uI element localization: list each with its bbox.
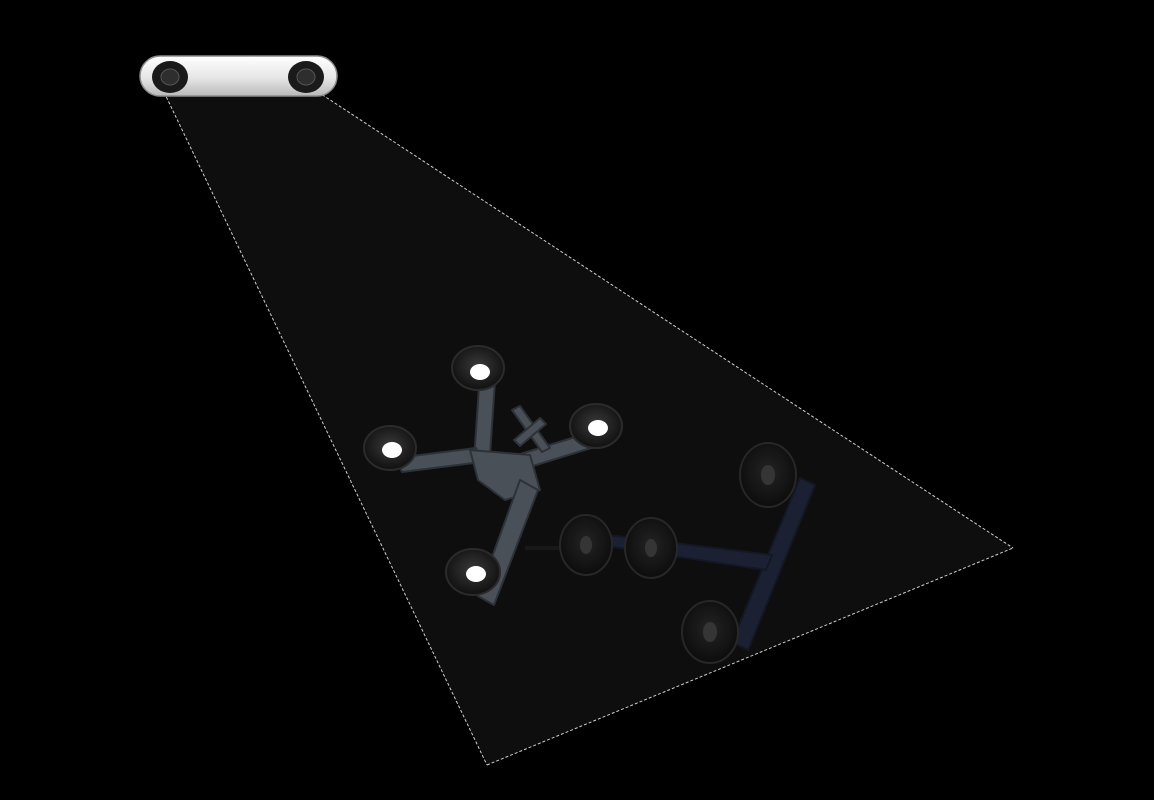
tracker-front-marker <box>451 345 505 391</box>
camera-lens-left <box>152 61 188 93</box>
stereo-camera-icon <box>139 55 338 97</box>
camera-lens-right <box>288 61 324 93</box>
tracker-back-marker <box>624 517 678 579</box>
tracker-front-marker <box>445 548 501 596</box>
tracker-back-marker <box>739 442 797 508</box>
tracker-back-marker <box>681 600 739 664</box>
tracker-front-marker <box>363 425 417 471</box>
camera-body <box>139 55 338 97</box>
tracker-front-marker <box>569 403 623 449</box>
four-sphere-tracker-icon <box>363 345 623 606</box>
tracker-back-marker <box>559 514 613 576</box>
t-shaped-tracker-icon <box>525 442 817 664</box>
